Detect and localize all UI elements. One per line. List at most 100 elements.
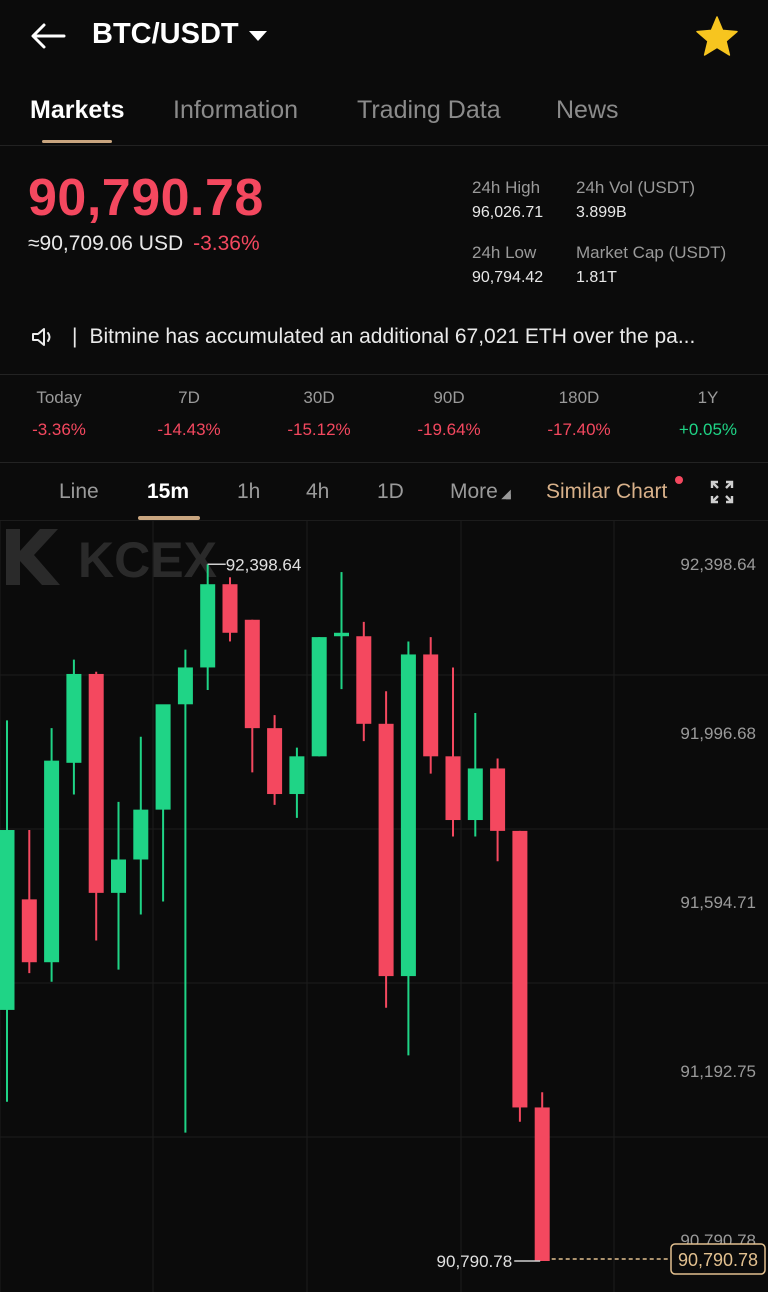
- candle-body: [267, 728, 283, 795]
- svg-text:KCEX: KCEX: [78, 532, 217, 588]
- y-axis-tick-label: 91,594.71: [680, 893, 756, 912]
- candle-body: [200, 584, 216, 668]
- period-label: 90D: [433, 388, 465, 407]
- pair-selector[interactable]: BTC/USDT: [92, 18, 267, 51]
- active-tab-indicator: [42, 140, 112, 143]
- interval-1d[interactable]: 1D: [377, 480, 404, 503]
- price-chart[interactable]: KCEX 92,398.64 91,996.68 91,594.71 91,192.7…: [0, 520, 768, 1292]
- stat-value: 3.899B: [576, 204, 627, 221]
- stat-label: Market Cap (USDT): [576, 243, 727, 262]
- period-180d: 180D -17.40%: [531, 388, 627, 440]
- stat-value: 90,794.42: [472, 269, 544, 286]
- candle-body: [490, 768, 506, 831]
- candle-body: [400, 654, 416, 977]
- notification-dot: [675, 476, 683, 484]
- period-1y: 1Y +0.05%: [660, 388, 756, 440]
- candle-body: [378, 723, 394, 977]
- news-separator: |: [72, 325, 78, 348]
- favorite-star-icon[interactable]: [694, 14, 740, 58]
- fullscreen-icon[interactable]: [710, 480, 734, 504]
- candle-body: [311, 637, 327, 757]
- low-marker-label: 90,790.78: [437, 1252, 513, 1271]
- period-label: 30D: [303, 388, 335, 407]
- candle-body: [111, 859, 126, 893]
- stat-24h-vol: 24h Vol (USDT) 3.899B: [576, 178, 695, 222]
- y-axis-tick-label: 92,398.64: [680, 555, 756, 574]
- stat-market-cap: Market Cap (USDT) 1.81T: [576, 243, 726, 287]
- interval-15m[interactable]: 15m: [147, 480, 190, 503]
- price-subline: ≈90,709.06 USD -3.36%: [28, 232, 260, 256]
- candle-body: [423, 654, 439, 757]
- y-axis-tick-label: 91,192.75: [680, 1062, 756, 1081]
- interval-more[interactable]: More: [450, 480, 512, 504]
- candle-body: [222, 584, 238, 633]
- speaker-icon: [32, 328, 51, 346]
- tab-information[interactable]: Information: [173, 96, 299, 124]
- candlestick-chart: 92,398.64 91,996.68 91,594.71 91,192.75 90,7…: [0, 521, 768, 1292]
- news-headline: Bitmine has accumulated an additional 67…: [89, 325, 696, 348]
- corner-triangle-icon: [501, 489, 511, 500]
- candle-body: [289, 756, 305, 795]
- period-value: -3.36%: [32, 420, 86, 439]
- candle-body: [445, 756, 461, 821]
- candle-body: [177, 667, 193, 705]
- period-90d: 90D -19.64%: [401, 388, 497, 440]
- change-percent: -3.36%: [193, 232, 260, 255]
- similar-chart-button[interactable]: Similar Chart: [546, 480, 668, 503]
- period-value: -15.12%: [287, 420, 351, 439]
- period-value: -17.40%: [547, 420, 611, 439]
- candle-body: [244, 619, 260, 729]
- divider: [0, 462, 768, 463]
- y-axis-tick-label: 91,996.68: [680, 724, 756, 743]
- stat-24h-low: 24h Low 90,794.42: [472, 243, 543, 287]
- interval-bar: Line 15m 1h 4h 1D More Similar Chart: [0, 466, 768, 520]
- stat-label: 24h Low: [472, 243, 537, 262]
- interval-1h[interactable]: 1h: [237, 480, 261, 503]
- candle-body: [88, 673, 104, 893]
- divider: [0, 374, 768, 375]
- kcex-watermark-logo: KCEX: [6, 529, 217, 588]
- candle-body: [133, 809, 149, 860]
- interval-4h[interactable]: 4h: [306, 480, 330, 503]
- period-value: -19.64%: [417, 420, 481, 439]
- period-label: 180D: [558, 388, 600, 407]
- stat-24h-high: 24h High 96,026.71: [472, 178, 543, 222]
- back-arrow-icon[interactable]: [28, 20, 68, 52]
- interval-line[interactable]: Line: [59, 480, 99, 503]
- stat-label: 24h High: [472, 178, 541, 197]
- period-label: Today: [36, 388, 82, 407]
- tab-markets[interactable]: Markets: [30, 96, 125, 124]
- active-interval-indicator: [138, 516, 200, 520]
- candle-body: [467, 768, 483, 821]
- period-value: -14.43%: [157, 420, 221, 439]
- period-label: 7D: [178, 388, 200, 407]
- pair-label: BTC/USDT: [92, 18, 239, 50]
- tab-news[interactable]: News: [556, 96, 619, 124]
- price-block: 90,790.78 ≈90,709.06 USD -3.36%: [28, 168, 264, 255]
- candle-body: [512, 830, 528, 1108]
- candle-body: [334, 632, 349, 637]
- last-price-tag-label: 90,790.78: [678, 1250, 758, 1270]
- main-tabs: Markets Information Trading Data News: [0, 88, 768, 146]
- period-label: 1Y: [697, 388, 719, 407]
- candle-body: [44, 760, 60, 963]
- period-performance: Today -3.36% 7D -14.43% 30D -15.12% 90D …: [0, 388, 768, 460]
- candle-body: [155, 704, 171, 810]
- period-value: +0.05%: [678, 420, 738, 439]
- tab-trading-data[interactable]: Trading Data: [357, 96, 501, 124]
- candle-body: [356, 636, 372, 724]
- candle-body: [66, 673, 82, 763]
- high-marker-label: 92,398.64: [226, 555, 302, 574]
- period-7d: 7D -14.43%: [141, 388, 237, 440]
- candle-body: [0, 830, 15, 1010]
- last-price-tag: [670, 1243, 766, 1275]
- period-30d: 30D -15.12%: [271, 388, 367, 440]
- stat-label: 24h Vol (USDT): [576, 178, 696, 197]
- caret-down-icon: [248, 30, 267, 41]
- candle-body: [534, 1107, 550, 1261]
- news-ticker[interactable]: | Bitmine has accumulated an additional …: [30, 320, 750, 354]
- stat-value: 1.81T: [576, 269, 617, 286]
- more-label: More: [450, 480, 498, 503]
- usd-equivalent: ≈90,709.06 USD: [28, 232, 184, 255]
- top-bar: BTC/USDT: [0, 0, 768, 74]
